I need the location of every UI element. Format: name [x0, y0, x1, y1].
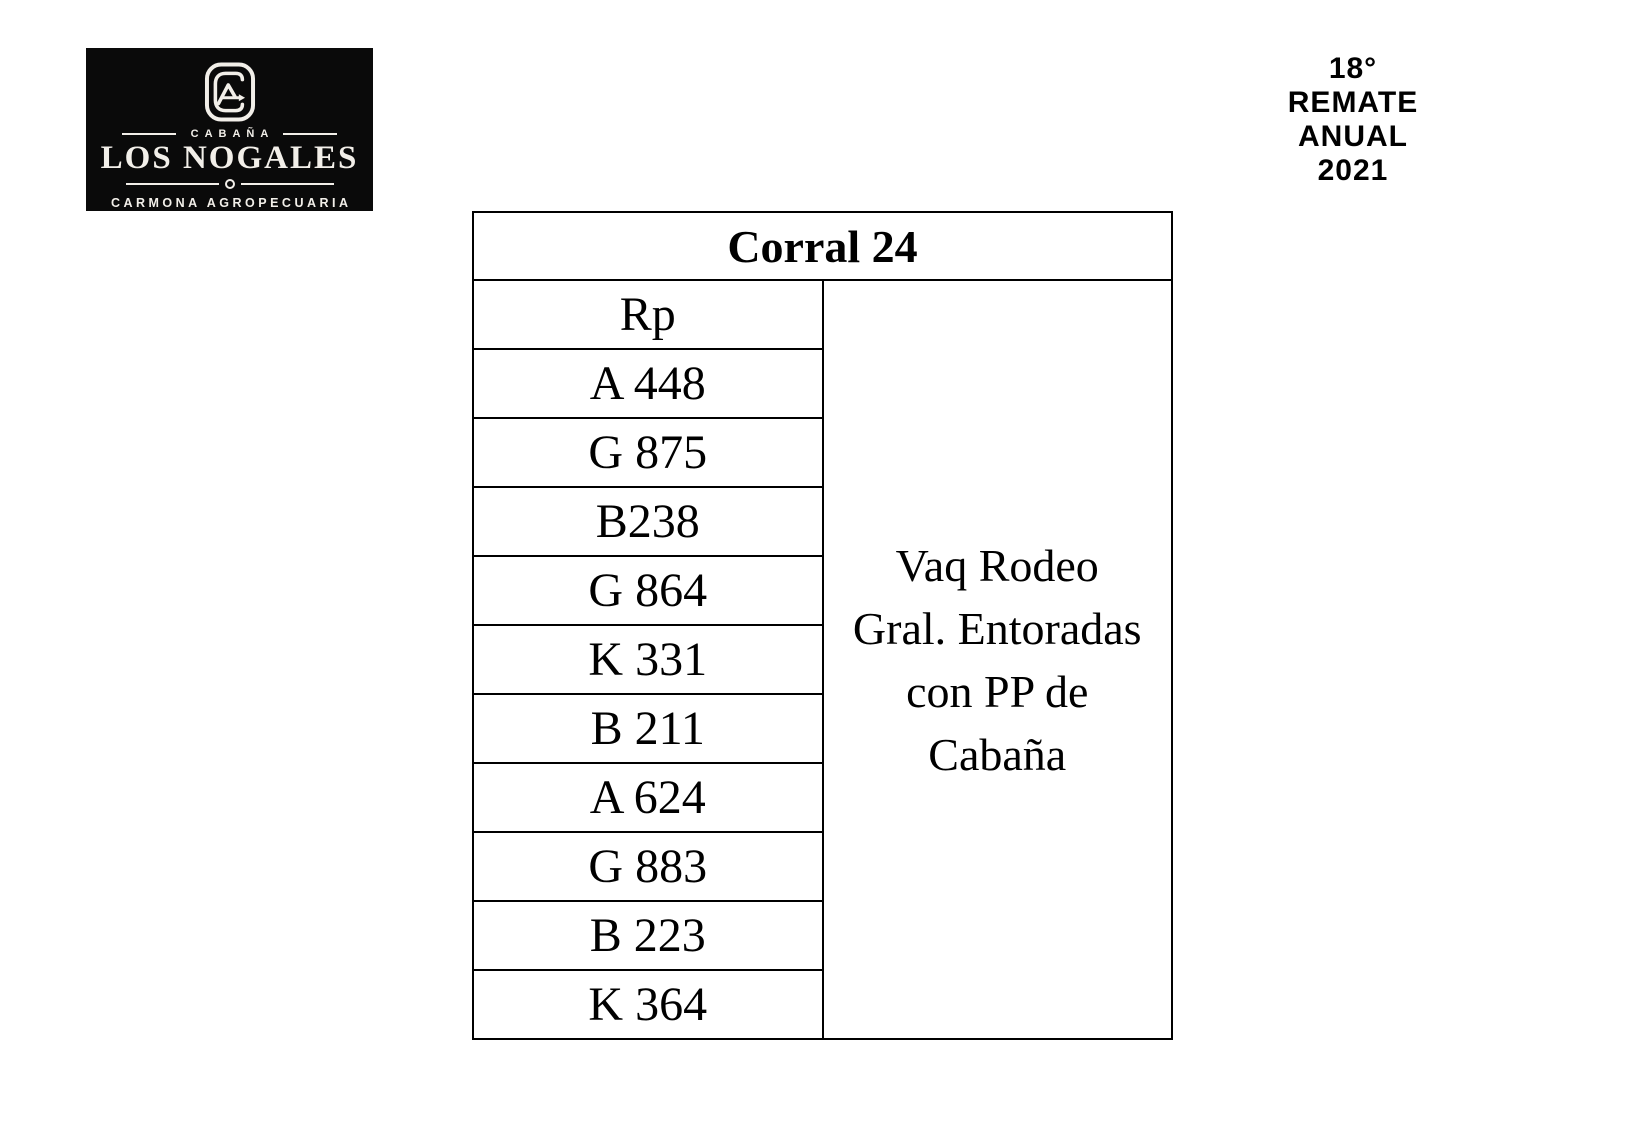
event-anual-line: ANUAL [1298, 120, 1408, 153]
table-row: G 875 [472, 417, 1172, 488]
table-row: K 364 [472, 969, 1172, 1040]
event-year-line: 2021 [1317, 154, 1389, 187]
rp-cell: A 448 [472, 348, 824, 419]
table-header-row: Rp Vaq Rodeo Gral. Entoradas con PP de C… [472, 279, 1173, 1040]
table-row: G 883 [472, 831, 1172, 902]
table-row: K 331 [472, 624, 1172, 695]
rp-cell: K 364 [472, 969, 824, 1040]
event-edition-line: 18° [1328, 52, 1378, 85]
table-row: A 448 [472, 348, 1172, 419]
rp-cell: G 875 [472, 417, 824, 488]
table-row: B238 [472, 486, 1172, 557]
table-row: A 624 [472, 762, 1172, 833]
table-row: G 864 [472, 555, 1172, 626]
logo-rule-right [283, 133, 338, 135]
logo-cabana-label: CABAÑA [190, 128, 275, 140]
logo-ornament-icon [224, 178, 235, 189]
rp-cell: B 223 [472, 900, 824, 971]
rp-cell: K 331 [472, 624, 824, 695]
rp-cell: G 883 [472, 831, 824, 902]
logo-divider-rule-right [240, 182, 334, 185]
lot-description-cell: Vaq Rodeo Gral. Entoradas con PP de Caba… [821, 279, 1173, 1040]
logo-divider-rule-left [125, 182, 219, 185]
rp-column-header: Rp [472, 279, 824, 350]
logo-cabana-row: CABAÑA [121, 128, 338, 140]
event-header: 18° REMATE ANUAL 2021 [1243, 52, 1463, 188]
cabana-monogram-icon [203, 61, 257, 123]
event-remate-line: REMATE [1287, 86, 1419, 119]
logo-company-label: CARMONA AGROPECUARIA [110, 195, 352, 210]
logo-rule-left [121, 133, 176, 135]
rp-cell: G 864 [472, 555, 824, 626]
logo-los-nogales: CABAÑA LOS NOGALES CARMONA AGROPECUARIA [86, 48, 373, 211]
table-title-row: Corral 24 [472, 211, 1173, 281]
table-row: B 223 [472, 900, 1172, 971]
rp-cell: B238 [472, 486, 824, 557]
logo-name-label: LOS NOGALES [100, 140, 359, 176]
table-row: B 211 [472, 693, 1172, 764]
table-title: Corral 24 [472, 211, 1173, 281]
corral-table: Corral 24 Rp Vaq Rodeo Gral. Entoradas c… [472, 211, 1173, 1040]
rp-cell: A 624 [472, 762, 824, 833]
logo-divider [125, 178, 334, 189]
rp-cell: B 211 [472, 693, 824, 764]
